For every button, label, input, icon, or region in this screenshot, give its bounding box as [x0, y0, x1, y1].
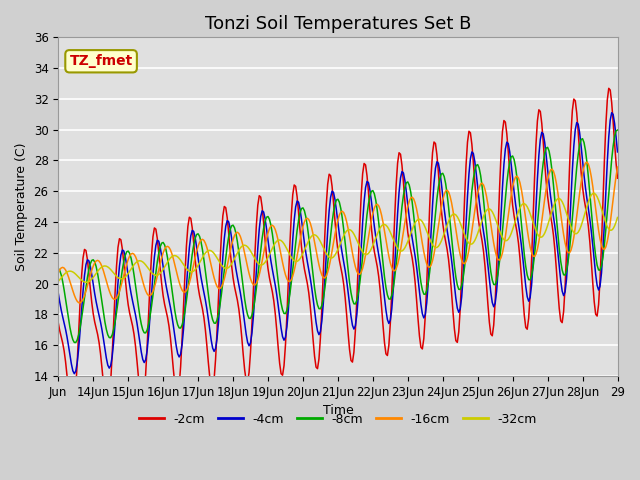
-8cm [72, 340, 79, 346]
-8cm [351, 301, 359, 307]
-16cm [445, 189, 452, 195]
-2cm [351, 328, 359, 334]
-16cm [583, 159, 591, 165]
-4cm [68, 361, 76, 367]
-2cm [69, 412, 77, 418]
-16cm [614, 164, 621, 170]
-32cm [445, 218, 452, 224]
-16cm [351, 264, 359, 270]
-16cm [54, 270, 62, 276]
-16cm [68, 283, 76, 289]
Line: -2cm: -2cm [58, 88, 618, 415]
Text: TZ_fmet: TZ_fmet [70, 54, 132, 68]
-2cm [445, 257, 452, 263]
-4cm [351, 323, 359, 329]
-32cm [614, 215, 621, 220]
-32cm [286, 252, 294, 258]
-2cm [106, 397, 113, 403]
-2cm [605, 85, 612, 91]
-16cm [286, 278, 294, 284]
-4cm [54, 290, 62, 296]
-2cm [614, 175, 621, 181]
-8cm [445, 204, 452, 210]
Legend: -2cm, -4cm, -8cm, -16cm, -32cm: -2cm, -4cm, -8cm, -16cm, -32cm [134, 408, 542, 431]
Line: -8cm: -8cm [58, 130, 618, 343]
-4cm [428, 228, 435, 234]
-4cm [286, 285, 294, 290]
-16cm [76, 300, 84, 306]
-32cm [351, 234, 359, 240]
-2cm [68, 410, 76, 416]
-4cm [608, 110, 616, 116]
-2cm [54, 320, 62, 326]
-2cm [428, 172, 435, 178]
-32cm [106, 265, 113, 271]
Line: -4cm: -4cm [58, 113, 618, 374]
Line: -16cm: -16cm [58, 162, 618, 303]
-32cm [82, 279, 90, 285]
-4cm [70, 371, 78, 377]
-32cm [428, 239, 435, 245]
X-axis label: Time: Time [323, 404, 353, 417]
Y-axis label: Soil Temperature (C): Soil Temperature (C) [15, 143, 28, 271]
-8cm [54, 265, 62, 271]
-8cm [106, 335, 113, 340]
-4cm [106, 365, 113, 371]
-2cm [286, 243, 294, 249]
-32cm [54, 278, 62, 284]
-4cm [445, 236, 452, 242]
-16cm [428, 262, 435, 268]
Title: Tonzi Soil Temperatures Set B: Tonzi Soil Temperatures Set B [205, 15, 471, 33]
-32cm [590, 191, 598, 196]
-16cm [106, 288, 113, 294]
-8cm [428, 256, 435, 262]
-8cm [286, 291, 294, 297]
-8cm [68, 332, 76, 337]
-4cm [614, 149, 621, 155]
Line: -32cm: -32cm [58, 193, 618, 282]
-32cm [68, 268, 76, 274]
-8cm [614, 127, 621, 133]
